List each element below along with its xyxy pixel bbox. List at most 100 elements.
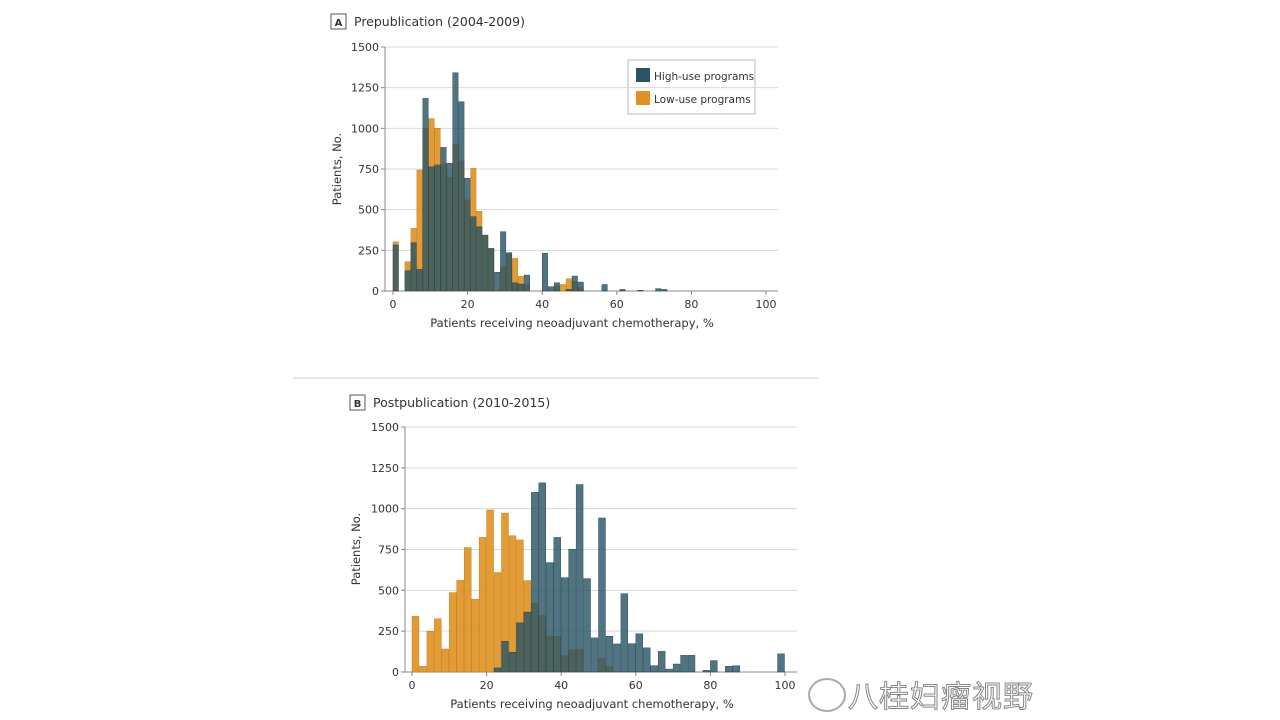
- legend: High-use programs Low-use programs: [627, 59, 756, 115]
- watermark-logo-icon: [808, 678, 846, 712]
- y-tick-label: 1000: [371, 503, 399, 516]
- panel-b-label: B: [354, 399, 362, 410]
- x-tick-label: 100: [756, 298, 777, 311]
- bar-low: [478, 537, 487, 673]
- panel-b-xlabel: Patients receiving neoadjuvant chemother…: [450, 697, 734, 711]
- bar-high: [524, 274, 530, 292]
- bar-high: [702, 670, 711, 673]
- bar-high: [553, 282, 560, 292]
- bar-high: [605, 636, 614, 673]
- bar-high: [601, 284, 608, 292]
- bar-high: [547, 286, 554, 292]
- x-tick-label: 40: [554, 679, 568, 692]
- bar-high: [620, 593, 629, 673]
- y-tick-label: 750: [378, 544, 399, 557]
- x-tick-label: 60: [610, 298, 624, 311]
- low-use-series: [392, 118, 584, 292]
- bar-high: [416, 269, 423, 292]
- y-tick-label: 1500: [371, 421, 399, 434]
- bar-high: [518, 283, 524, 292]
- bar-high: [561, 577, 569, 673]
- bar-high: [568, 548, 576, 673]
- x-tick-label: 20: [480, 679, 494, 692]
- bar-low: [426, 630, 435, 673]
- bar-low: [419, 666, 427, 673]
- panel-b-title: Postpublication (2010-2015): [373, 395, 550, 410]
- bar-high: [637, 289, 644, 292]
- bar-high: [434, 164, 441, 292]
- bar-high: [613, 643, 621, 673]
- bar-low: [559, 284, 566, 292]
- x-tick-label: 0: [409, 679, 416, 692]
- y-tick-label: 1250: [371, 462, 399, 475]
- bar-low: [441, 648, 449, 673]
- panel-a-label-box: [330, 13, 347, 30]
- x-tick-label: 100: [775, 679, 796, 692]
- bar-high: [404, 270, 411, 292]
- bar-high: [777, 653, 785, 673]
- bar-high: [523, 611, 532, 673]
- bar-high: [501, 641, 509, 673]
- bar-high: [542, 253, 548, 292]
- panel-a-label: A: [335, 18, 343, 29]
- bar-high: [583, 578, 591, 673]
- bar-high: [687, 655, 696, 673]
- panel-a-ylabel: Patients, No.: [330, 133, 344, 205]
- bar-high: [470, 216, 477, 292]
- watermark: 八桂妇瘤视野: [848, 680, 1034, 716]
- y-tick-label: 1000: [351, 122, 379, 135]
- bar-high: [577, 281, 584, 292]
- y-tick-label: 0: [392, 666, 399, 679]
- y-tick-label: 500: [358, 204, 379, 217]
- bar-high: [661, 289, 668, 292]
- bar-high: [458, 101, 465, 292]
- bar-high: [500, 231, 507, 292]
- bar-low: [486, 509, 494, 673]
- bar-high: [665, 668, 673, 673]
- bar-high: [512, 282, 519, 292]
- y-tick-label: 1250: [351, 82, 379, 95]
- y-tick-label: 1500: [351, 41, 379, 54]
- bar-high: [506, 252, 513, 292]
- bar-high: [571, 275, 578, 292]
- panel-b-ylabel: Patients, No.: [349, 513, 363, 585]
- x-tick-label: 60: [629, 679, 643, 692]
- bar-high: [553, 537, 561, 673]
- bar-high: [650, 665, 658, 673]
- bar-high: [452, 72, 459, 292]
- bar-high: [732, 665, 740, 673]
- bar-low: [464, 547, 472, 673]
- bar-high: [680, 655, 688, 673]
- bar-low: [434, 618, 442, 673]
- bar-high: [635, 633, 643, 673]
- y-tick-label: 250: [358, 244, 379, 257]
- bar-high: [655, 288, 662, 292]
- bar-low: [508, 535, 517, 673]
- bar-high: [672, 663, 681, 673]
- legend-swatch-low: [636, 91, 650, 105]
- bar-high: [531, 492, 539, 673]
- x-tick-label: 40: [535, 298, 549, 311]
- high-use-series: [493, 482, 785, 673]
- bar-high: [482, 234, 489, 292]
- bar-high: [643, 647, 651, 673]
- bar-high: [392, 244, 399, 292]
- y-tick-label: 750: [358, 163, 379, 176]
- x-tick-label: 80: [684, 298, 698, 311]
- panel-b: B Postpublication (2010-2015) Patients, …: [349, 394, 797, 711]
- bar-low: [471, 599, 479, 673]
- high-use-series: [392, 72, 668, 292]
- bar-high: [710, 660, 718, 673]
- panel-a-xlabel: Patients receiving neoadjuvant chemother…: [430, 316, 714, 330]
- legend-label-high: High-use programs: [654, 71, 754, 83]
- bar-high: [428, 166, 435, 292]
- x-tick-label: 0: [390, 298, 397, 311]
- bar-low: [449, 592, 457, 673]
- bar-high: [598, 517, 606, 673]
- bar-low: [456, 580, 464, 673]
- panel-a-title: Prepublication (2004-2009): [354, 14, 525, 29]
- bar-low: [565, 278, 572, 292]
- bar-high: [488, 248, 495, 292]
- x-tick-label: 20: [461, 298, 475, 311]
